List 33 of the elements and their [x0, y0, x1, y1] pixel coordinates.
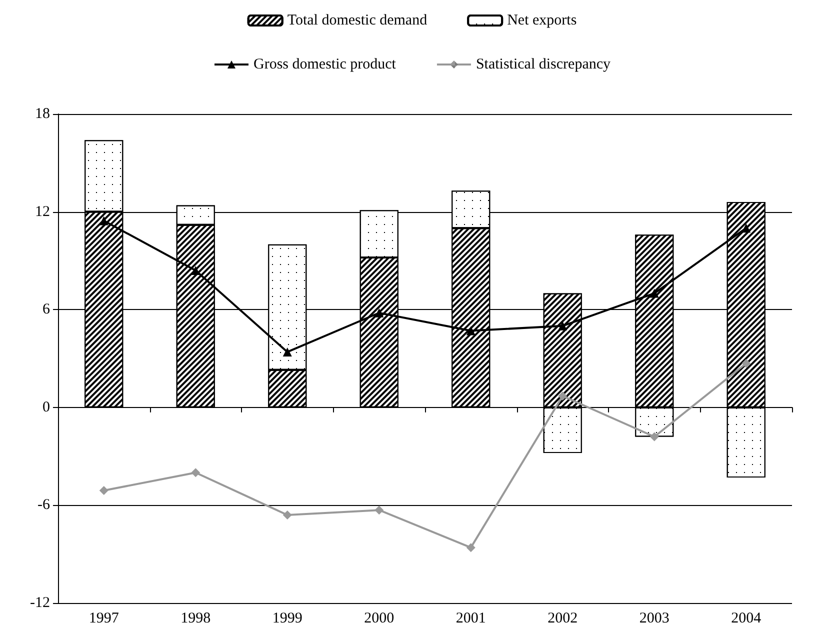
y-tick-label: 0: [42, 399, 50, 416]
x-tick-label: 2000: [364, 610, 394, 626]
legend-label: Gross domestic product: [253, 56, 397, 72]
y-tick-label: 6: [42, 302, 50, 318]
point: [558, 391, 568, 400]
point: [650, 432, 659, 442]
point: [191, 468, 200, 478]
point: [374, 308, 384, 318]
x-tick-label: 1997: [88, 610, 120, 626]
legend-label: Statistical discrepancy: [476, 56, 612, 72]
point: [282, 510, 292, 520]
y-tick-label: 12: [35, 204, 50, 220]
x-tick-label: 2001: [456, 610, 486, 626]
x-tick-label: 2002: [548, 610, 578, 626]
point: [99, 486, 108, 496]
point: [650, 288, 659, 298]
point: [558, 321, 568, 330]
point: [99, 216, 108, 226]
y-tick-label: -12: [30, 595, 50, 611]
legend-label: Total domestic demand: [287, 12, 428, 28]
point: [282, 347, 292, 356]
y-tick-label: -6: [38, 497, 50, 514]
point: [191, 266, 200, 275]
x-tick-label: 1999: [272, 610, 302, 626]
x-tick-label: 1998: [180, 610, 211, 626]
legend-label: Net exports: [507, 12, 577, 28]
point: [466, 543, 476, 552]
x-tick-label: 2004: [731, 610, 762, 626]
y-tick-label: 18: [35, 106, 50, 122]
point: [466, 326, 476, 336]
point: [374, 506, 384, 515]
x-tick-label: 2003: [639, 610, 670, 626]
point: [742, 358, 751, 368]
